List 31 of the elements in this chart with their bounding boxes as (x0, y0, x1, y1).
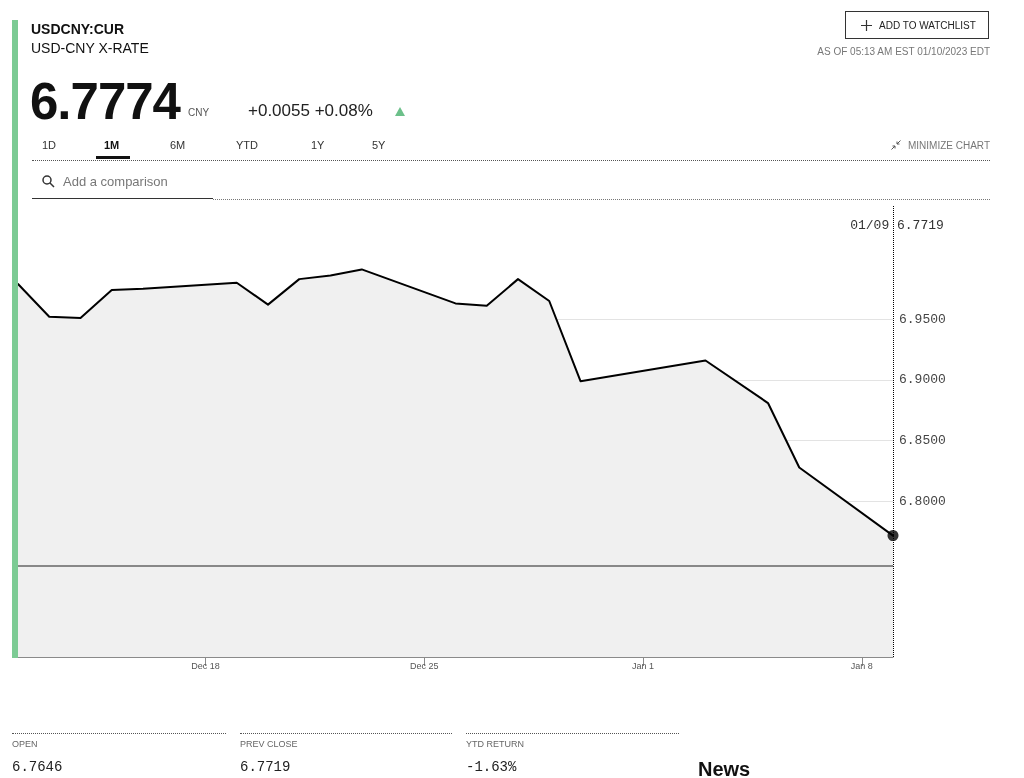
text: 1M (104, 139, 120, 151)
text: -1.63% (466, 759, 517, 775)
ref-line-label: 01/09 6.7719 (850, 217, 944, 233)
x-tick-label: Jan 1 (631, 660, 655, 671)
text: OPEN (12, 739, 38, 749)
text: +0.0055 +0.08% (248, 101, 373, 120)
text: AS OF 05:13 AM EST 01/10/2023 EDT (817, 46, 990, 57)
y-tick-label: 6.9500 (899, 311, 946, 327)
text: 6M (170, 139, 186, 151)
text: 6.7646 (12, 759, 63, 775)
y-tick-label: 6.9000 (899, 372, 946, 388)
text: MINIMIZE CHART (907, 140, 990, 151)
y-tick-label: 6.8000 (899, 493, 946, 509)
text: YTD (236, 139, 258, 151)
x-tick-label: Dec 25 (409, 660, 439, 671)
text: CNY (188, 107, 210, 118)
x-tick-label: Jan 8 (850, 660, 873, 671)
text: 6.7719 (240, 759, 291, 775)
text: 6.7774 (30, 73, 180, 130)
text: 5Y (372, 139, 386, 151)
text: 1Y (311, 139, 325, 151)
y-tick-label: 6.8500 (899, 433, 946, 449)
text: YTD RETURN (466, 739, 524, 749)
x-tick-label: Dec 18 (191, 660, 220, 671)
chart-title: USDCNY:CUR (31, 21, 125, 37)
text: ADD TO WATCHLIST (879, 20, 976, 31)
text: News (698, 758, 751, 778)
text: 1D (42, 139, 57, 151)
text: PREV CLOSE (240, 739, 298, 749)
chart-subtitle: USD-CNY X-RATE (31, 40, 149, 56)
text: Add a comparison (63, 174, 168, 189)
